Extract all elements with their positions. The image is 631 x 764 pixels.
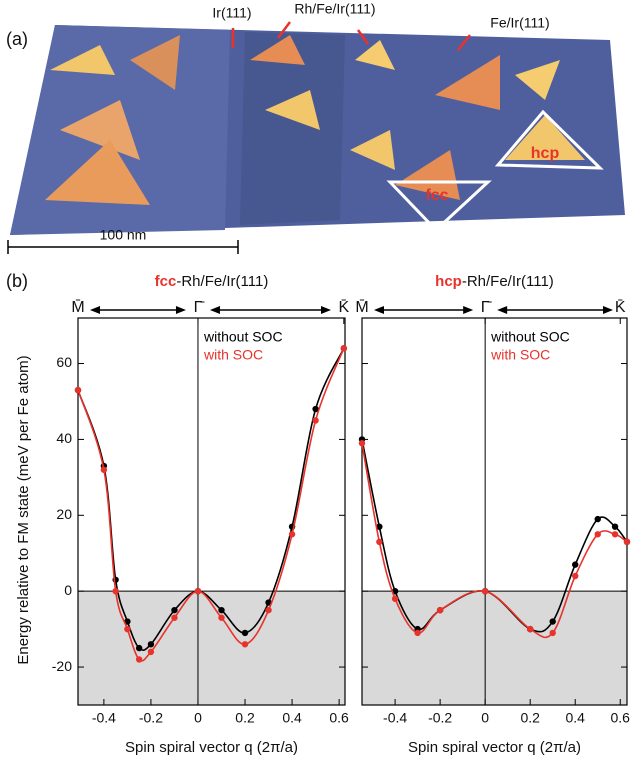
symmetry-label: M̄	[71, 299, 84, 316]
data-point	[171, 606, 178, 614]
x-tick-label: 0	[481, 710, 489, 726]
data-point	[312, 417, 319, 424]
symmetry-label: K̄	[338, 299, 349, 316]
plot-frame	[361, 317, 628, 706]
data-point	[572, 572, 579, 580]
legend-entry: with SOC	[203, 347, 263, 363]
data-point	[147, 641, 155, 648]
chart-title: hcp-Rh/Fe/Ir(111)	[435, 273, 554, 290]
plot-frame	[77, 317, 346, 706]
data-point	[481, 587, 489, 595]
legend-entry: without SOC	[203, 329, 283, 345]
data-point	[288, 531, 296, 538]
data-point	[74, 386, 82, 394]
data-point	[436, 606, 444, 614]
scale-bar-label: 100 nm	[100, 227, 147, 243]
data-point	[594, 531, 601, 538]
annotation: Rh/Fe/Ir(111)	[294, 1, 375, 17]
annotation: hcp	[531, 145, 560, 162]
symmetry-label: K̄	[615, 299, 626, 316]
data-point	[194, 587, 202, 595]
data-point	[594, 515, 601, 523]
arrowhead	[90, 306, 100, 314]
data-point	[171, 614, 178, 621]
x-axis-label: Spin spiral vector q (2π/a)	[125, 739, 298, 756]
data-point	[112, 587, 119, 595]
y-tick-label: -20	[52, 658, 72, 674]
data-point	[135, 644, 143, 652]
panel-label: (b)	[6, 271, 28, 291]
y-tick-label: 0	[64, 582, 72, 598]
x-tick-label: -0.4	[383, 710, 407, 726]
data-point	[376, 538, 383, 546]
x-tick-label: 0.4	[565, 710, 585, 726]
x-tick-label: -0.2	[428, 710, 452, 726]
arrowhead	[463, 306, 474, 314]
data-point	[549, 618, 556, 625]
negative-region	[78, 591, 345, 705]
data-point	[241, 629, 249, 637]
data-point	[572, 561, 579, 568]
data-point	[340, 345, 348, 352]
stm-image	[7, 21, 625, 254]
title-highlight: hcp	[435, 273, 462, 290]
y-tick-label: 60	[56, 354, 72, 370]
y-tick-label: 40	[56, 430, 72, 446]
title-text: -Rh/Fe/Ir(111)	[176, 273, 268, 290]
x-tick-label: -0.4	[92, 710, 116, 726]
data-point	[611, 531, 619, 538]
data-point	[218, 606, 225, 614]
annotation: Ir(111)	[212, 5, 251, 21]
negative-region	[362, 591, 627, 705]
annotation: Fe/Ir(111)	[490, 15, 549, 31]
arrowhead	[374, 306, 384, 314]
title-highlight: fcc	[155, 273, 177, 290]
data-point	[265, 606, 272, 614]
data-point	[241, 641, 249, 648]
y-tick-label: 20	[56, 506, 72, 522]
x-axis-label: Spin spiral vector q (2π/a)	[408, 739, 581, 756]
x-tick-label: -0.2	[139, 710, 163, 726]
arrowhead	[603, 306, 613, 314]
data-point	[391, 595, 399, 602]
data-point	[100, 466, 108, 473]
arrowhead	[321, 306, 331, 314]
arrowhead	[209, 306, 220, 314]
data-point	[218, 614, 225, 621]
symmetry-label: M̄	[355, 299, 368, 316]
arrowhead	[175, 306, 186, 314]
data-point	[549, 629, 556, 637]
legend-entry: without SOC	[490, 329, 570, 345]
symmetry-label: Γ̄	[481, 299, 493, 316]
data-point	[147, 648, 155, 656]
data-point	[623, 538, 631, 546]
x-tick-label: 0.2	[235, 710, 255, 726]
data-point	[358, 440, 366, 447]
title-text: -Rh/Fe/Ir(111)	[462, 273, 554, 290]
data-point	[135, 656, 143, 663]
data-point	[376, 523, 383, 530]
data-point	[611, 523, 619, 530]
panel-label: (a)	[6, 29, 28, 49]
x-tick-label: 0.6	[611, 710, 631, 726]
x-tick-label: 0.2	[520, 710, 540, 726]
data-point	[414, 629, 421, 637]
x-tick-label: 0	[194, 710, 202, 726]
data-point	[124, 625, 131, 633]
x-tick-label: 0.6	[329, 710, 349, 726]
annotation: fcc	[425, 187, 448, 204]
chart-title: fcc-Rh/Fe/Ir(111)	[155, 273, 269, 290]
symmetry-label: Γ̄	[194, 299, 206, 316]
data-point	[312, 405, 319, 413]
arrowhead	[497, 306, 508, 314]
data-point	[526, 625, 534, 633]
y-axis-label: Energy relative to FM state (meV per Fe …	[15, 355, 32, 664]
x-tick-label: 0.4	[282, 710, 302, 726]
legend-entry: with SOC	[490, 347, 550, 363]
